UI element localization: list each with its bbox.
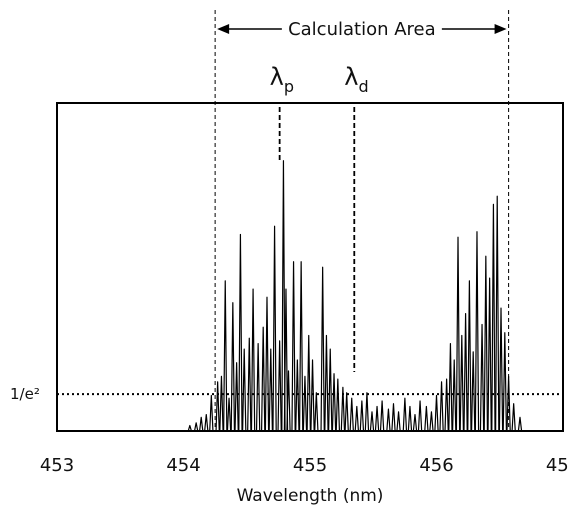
marker-label: λp [270,63,294,96]
spectrum-peak [429,411,434,432]
spectrum-peak [463,313,468,432]
spectrum-peak [209,394,214,432]
spectrum-peak [396,411,401,432]
spectrum-peak [302,375,308,432]
spectrum-peak [204,414,209,432]
spectrum-peak [483,255,489,432]
spectrum-peak [407,405,413,432]
x-tick-label: 457 [546,455,570,476]
spectrum-peak [452,359,457,432]
spectrum-peak [260,326,266,432]
spectrum-peak [459,334,464,432]
spectrum-peak [268,348,273,432]
spectrum-peak [474,231,480,432]
spectrum-peak [455,236,461,432]
spectrum-peak [238,233,243,432]
spectrum-peak [306,334,311,432]
spectrum-peak [247,337,252,432]
spectrum-peak [314,392,319,432]
spectrum-peak [424,405,429,432]
spectrum-peak [324,334,329,432]
spectrum-peak [340,386,346,432]
spectrum-peak [335,378,341,432]
arrow-left-head-icon [217,24,230,34]
spectrum-peak [250,288,256,432]
spectrum-peak [187,424,193,432]
spectrum-peak [298,261,304,432]
spectrum-peak [226,397,232,432]
spectrum-peak [434,394,439,432]
spectrum-peak [291,261,296,432]
spectrum-peak [369,411,375,432]
spectrum-peak [331,373,337,432]
spectrum-peak [386,408,391,432]
spectrum-peak [417,400,423,432]
spectrum-peak [215,381,220,432]
spectrum-peak [242,348,247,432]
arrow-right-head-icon [494,24,507,34]
spectrum-peak [412,414,418,432]
spectrum-peak [470,351,476,432]
spectrum-peak [255,343,261,432]
spectrum-peak [344,392,349,432]
spectrum-peak [517,416,523,432]
spectrum-peak [272,225,277,432]
spectrum-peak [379,400,385,432]
spectrum-peak [283,288,289,432]
marker-label-subscript: p [284,77,294,96]
spectrum-peak [364,392,370,432]
spectrum-peak [223,280,228,432]
marker-label-subscript: d [358,77,368,96]
spectrum-peak [402,397,408,432]
spectrum-peak [374,405,380,432]
x-axis-ticks: 453 454 455 456 457 [40,455,570,476]
spectrum-series [187,160,523,432]
spectrum-peak [495,195,500,432]
spectrum-peak [444,378,449,432]
x-tick-label: 456 [419,455,453,476]
threshold-label: 1/e² [10,385,40,403]
spectrum-peak [193,422,199,432]
spectrum-peak [286,370,291,432]
spectrum-peak [234,362,239,432]
spectrum-peak [320,266,325,432]
spectrum-peak [479,323,485,432]
spectrum-peak [391,403,396,432]
spectrum-peak [467,280,472,432]
x-tick-label: 453 [40,455,74,476]
spectrum-peak [349,397,354,432]
spectrum-peak [219,375,224,432]
spectrum-peak [295,359,300,432]
spectrum-peak [487,277,492,432]
spectrum-peak [511,403,516,432]
calculation-area-label: Calculation Area [288,19,436,40]
spectrum-peak [310,359,315,432]
spectrum-peak [491,203,496,432]
spectrum-peak [439,381,444,432]
spectrum-peak [328,348,333,432]
spectrum-peak [264,296,270,432]
x-axis-label: Wavelength (nm) [237,486,384,506]
spectrum-peak [281,160,286,432]
spectrum-peak [230,302,236,432]
x-tick-label: 455 [293,455,327,476]
spectrum-peak [354,405,360,432]
spectrum-peak [448,343,453,432]
spectrum-peak [359,400,365,432]
x-tick-label: 454 [166,455,200,476]
spectrum-peak [277,340,282,432]
spectrum-peak [199,416,204,432]
spectrum-peak [498,307,504,432]
marker-label: λd [344,63,368,96]
spectrum-peak [502,332,508,432]
